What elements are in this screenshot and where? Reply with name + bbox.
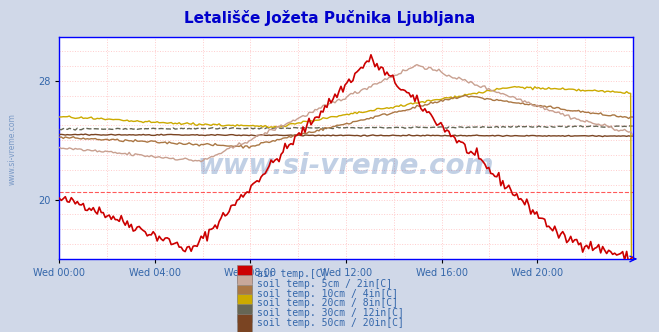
Text: soil temp. 5cm / 2in[C]: soil temp. 5cm / 2in[C] — [257, 279, 392, 289]
Text: Letališče Jožeta Pučnika Ljubljana: Letališče Jožeta Pučnika Ljubljana — [184, 10, 475, 26]
Text: soil temp. 30cm / 12in[C]: soil temp. 30cm / 12in[C] — [257, 308, 404, 318]
Bar — [237, 314, 252, 332]
Bar — [237, 285, 252, 302]
Text: soil temp. 20cm / 8in[C]: soil temp. 20cm / 8in[C] — [257, 298, 398, 308]
Text: soil temp. 50cm / 20in[C]: soil temp. 50cm / 20in[C] — [257, 318, 404, 328]
Bar — [237, 275, 252, 292]
Text: www.si-vreme.com: www.si-vreme.com — [198, 151, 494, 180]
Bar — [237, 304, 252, 322]
Text: soil temp. 10cm / 4in[C]: soil temp. 10cm / 4in[C] — [257, 289, 398, 298]
Bar — [237, 265, 252, 283]
Text: www.si-vreme.com: www.si-vreme.com — [8, 114, 17, 185]
Bar — [237, 294, 252, 312]
Text: air temp.[C]: air temp.[C] — [257, 269, 328, 279]
